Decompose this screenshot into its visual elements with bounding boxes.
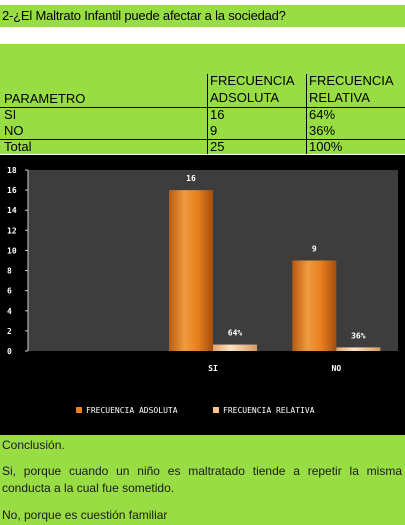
legend-swatch	[213, 407, 219, 413]
y-tick-label: 0	[7, 347, 12, 356]
data-label: 9	[312, 245, 317, 254]
row-no-abs: 9	[210, 123, 218, 138]
y-tick-label: 18	[7, 166, 17, 175]
header-abs-line2: ADSOLUTA	[210, 90, 280, 105]
conclusion-section: Conclusión. Si, porque cuando un niño es…	[0, 435, 405, 525]
y-tick-label: 2	[7, 327, 12, 336]
y-tick-label: 10	[7, 246, 17, 255]
y-tick-label: 6	[7, 287, 12, 296]
y-tick-label: 4	[7, 307, 12, 316]
bar-abs-no	[292, 260, 337, 351]
bar-rel-no	[336, 347, 381, 351]
row-total-param: Total	[4, 139, 32, 154]
bar-abs-si	[169, 190, 213, 351]
bar-chart: 0 2 4 6 8 10 12 14 16 18 16 64% 9 36% SI NO FRECUENCI…	[0, 155, 405, 435]
header-abs-line1: FRECUENCIA	[210, 73, 295, 88]
bar-rel-si	[213, 344, 257, 351]
legend-label: FRECUENCIA RELATIVA	[223, 406, 315, 415]
y-tick-label: 16	[7, 186, 17, 195]
table-col-divider-1	[207, 74, 208, 154]
frequency-table: PARAMETRO FRECUENCIA ADSOLUTA FRECUENCIA…	[0, 44, 405, 154]
row-si-rel: 64%	[309, 107, 336, 122]
row-no-param: NO	[4, 123, 24, 138]
y-tick-label: 8	[7, 267, 12, 276]
header-parametro: PARAMETRO	[4, 91, 86, 106]
y-tick-label: 14	[7, 206, 17, 215]
table-col-divider-2	[306, 74, 307, 154]
y-tick-label: 12	[7, 226, 17, 235]
row-total-rel: 100%	[309, 139, 343, 154]
conclusion-yes-text: Si, porque cuando un niño es maltratado …	[2, 464, 402, 495]
table-total-divider	[0, 139, 405, 140]
x-tick-label: SI	[208, 364, 218, 373]
data-label: 36%	[351, 331, 366, 340]
legend-swatch	[76, 407, 82, 413]
bar-chart-svg: 0 2 4 6 8 10 12 14 16 18 16 64% 9 36% SI NO FRECUENCI…	[7, 166, 398, 415]
row-no-rel: 36%	[309, 123, 336, 138]
x-tick-label: NO	[332, 364, 342, 373]
question-title: 2-¿El Maltrato Infantil puede afectar a …	[0, 5, 405, 27]
row-si-abs: 16	[210, 107, 225, 122]
row-total-abs: 25	[210, 139, 225, 154]
header-rel-line1: FRECUENCIA	[309, 73, 394, 88]
data-label: 64%	[228, 329, 243, 338]
legend-label: FRECUENCIA ADSOLUTA	[86, 406, 178, 415]
conclusion-heading: Conclusión.	[2, 438, 65, 452]
conclusion-no-text: No, porque es cuestión familiar	[2, 508, 168, 522]
table-header-divider	[0, 107, 405, 108]
header-rel-line2: RELATIVA	[309, 90, 370, 105]
row-si-param: SI	[4, 107, 17, 122]
data-label: 16	[186, 174, 196, 183]
